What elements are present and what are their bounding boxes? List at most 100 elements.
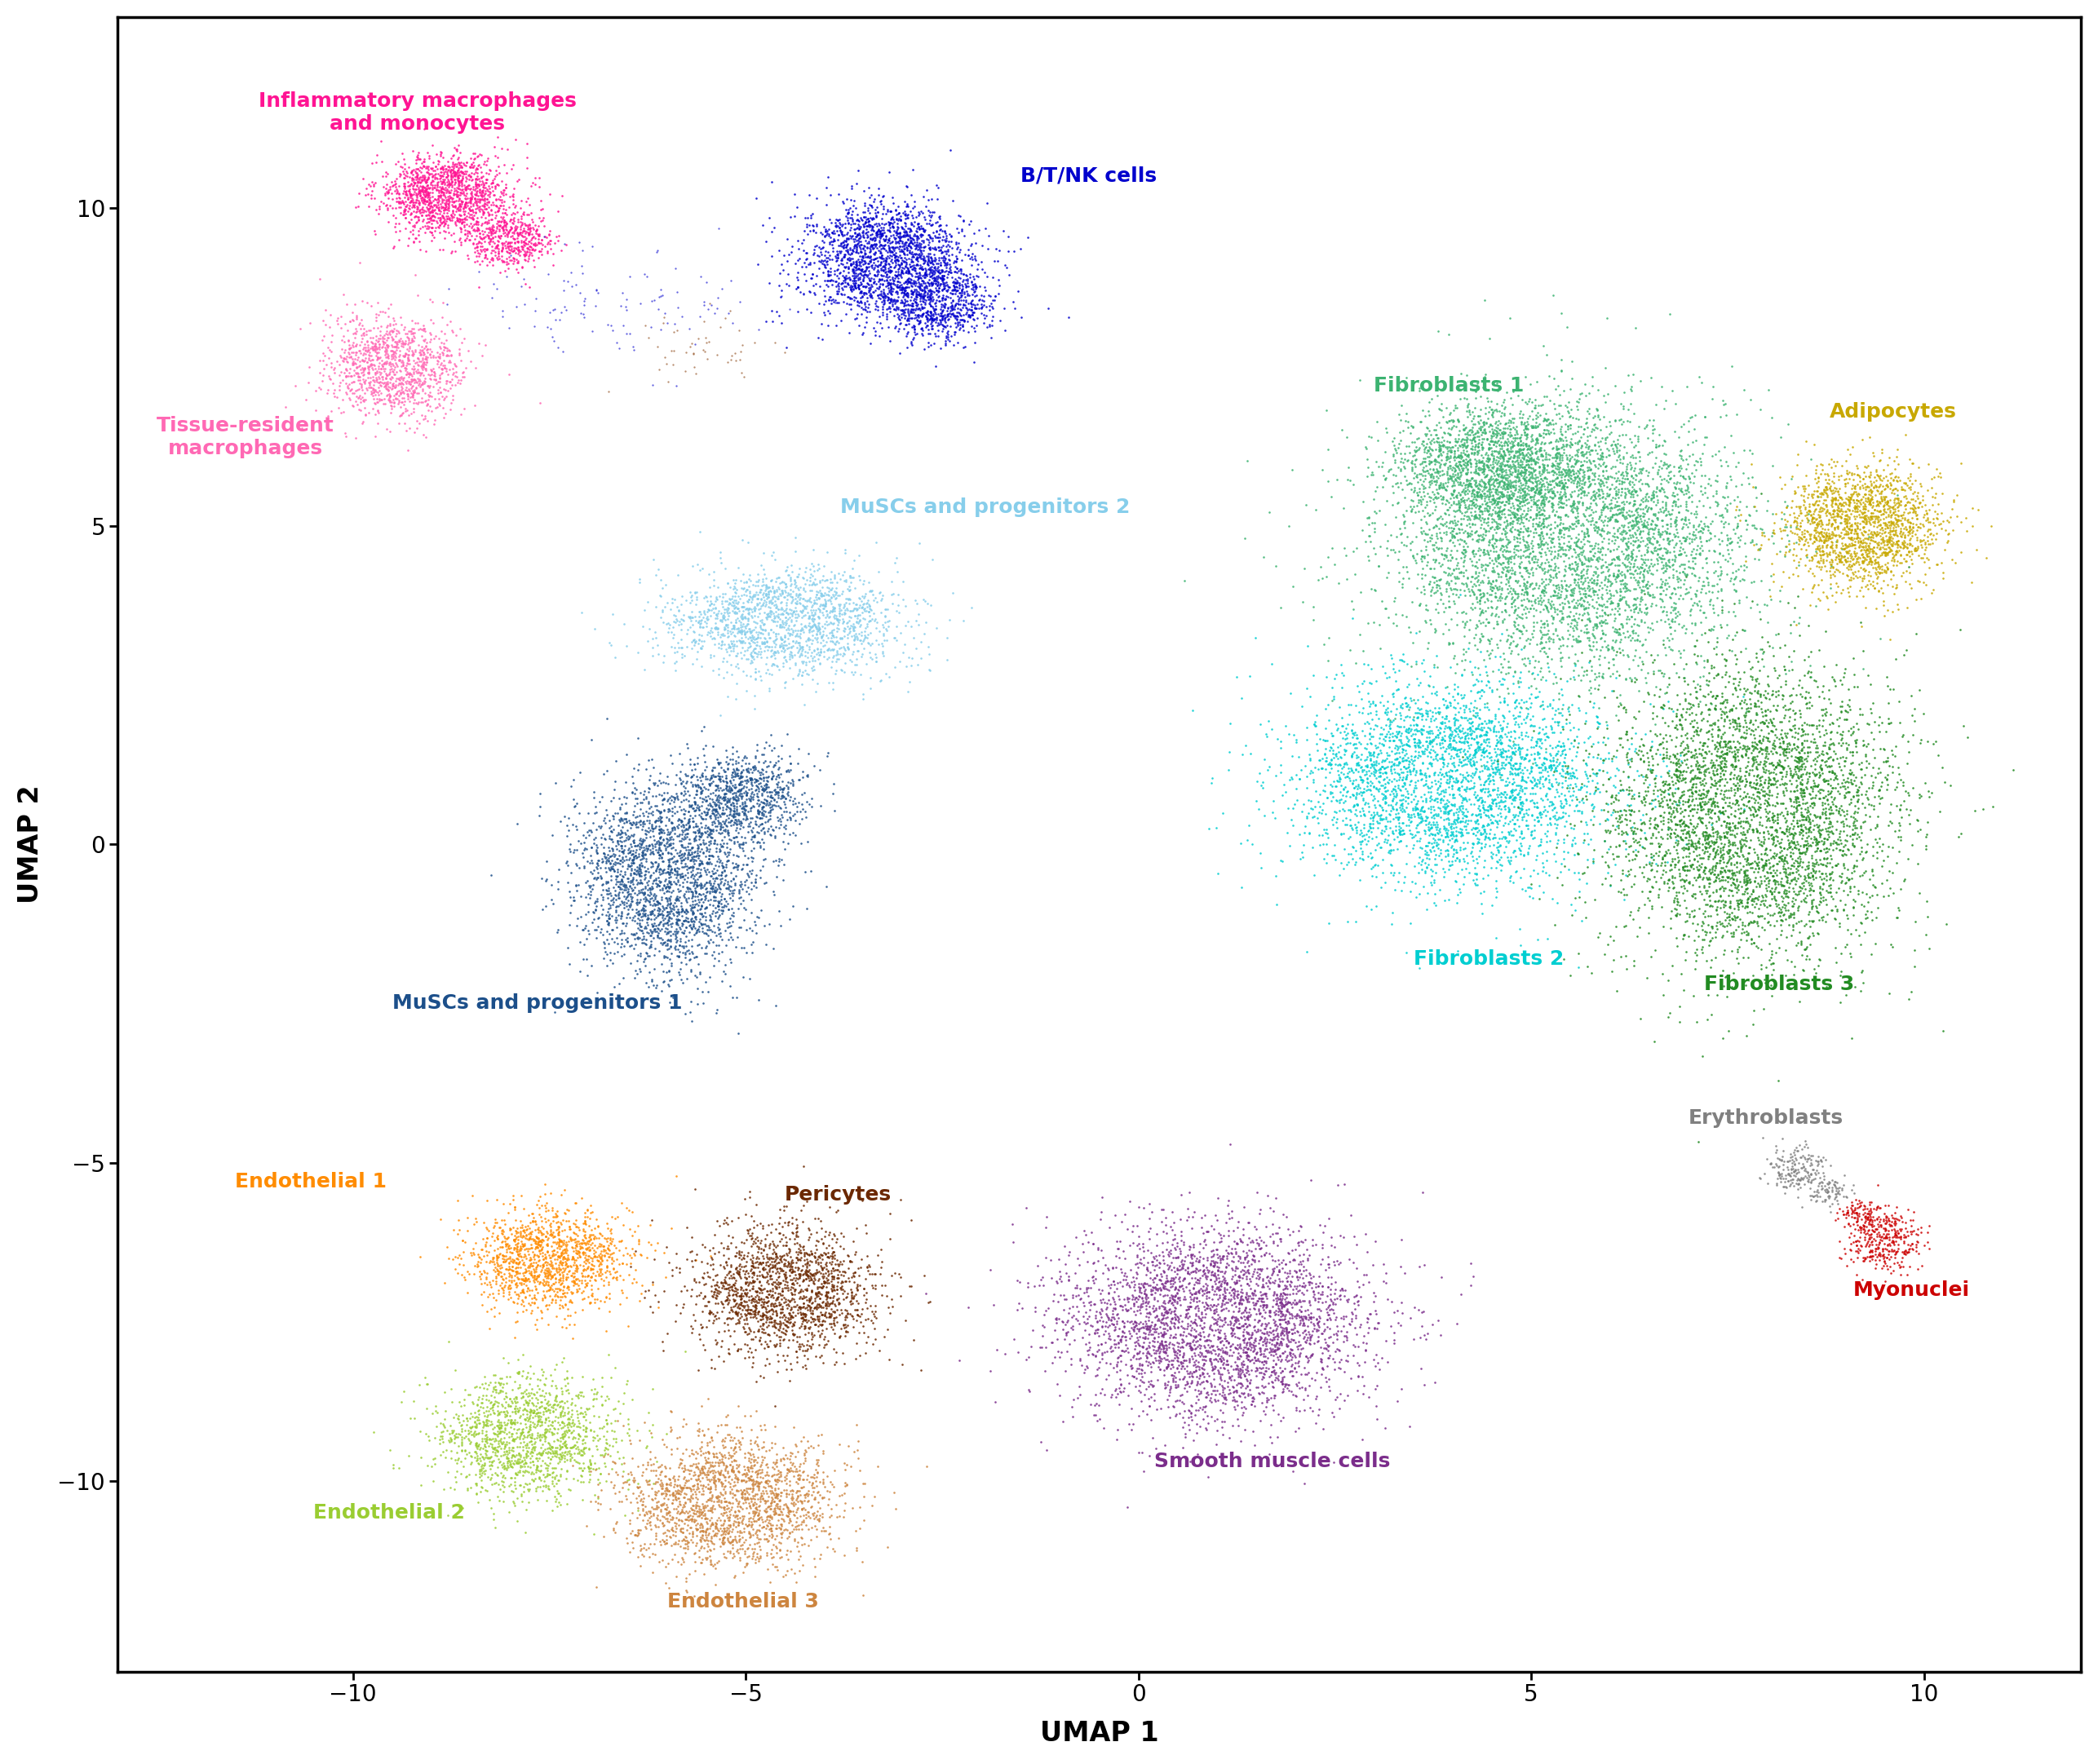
Point <box>682 917 715 946</box>
Point <box>810 1282 843 1311</box>
Point <box>1414 577 1448 605</box>
Point <box>791 1275 825 1304</box>
Point <box>1727 868 1760 896</box>
Point <box>1773 759 1806 787</box>
Point <box>724 619 757 647</box>
Point <box>1544 741 1578 769</box>
Point <box>845 594 879 623</box>
Point <box>1236 1349 1269 1378</box>
Point <box>856 240 890 268</box>
Point <box>564 1295 598 1323</box>
Point <box>1785 718 1819 746</box>
Point <box>367 372 401 400</box>
Point <box>1775 762 1808 790</box>
Point <box>1762 1145 1796 1173</box>
Point <box>726 1531 759 1559</box>
Point <box>1229 1282 1263 1311</box>
Point <box>1502 713 1536 741</box>
Point <box>1787 550 1821 579</box>
Point <box>873 293 906 321</box>
Point <box>839 619 873 647</box>
Point <box>1708 644 1741 672</box>
Point <box>1485 462 1519 490</box>
Point <box>1857 527 1890 556</box>
Point <box>1397 686 1431 714</box>
Point <box>680 840 713 868</box>
Point <box>1725 836 1758 864</box>
Point <box>1118 1328 1152 1357</box>
Point <box>1605 482 1639 510</box>
Point <box>1431 840 1464 868</box>
Point <box>1290 804 1324 833</box>
Point <box>443 1402 476 1431</box>
Point <box>1641 545 1674 573</box>
Point <box>833 185 866 213</box>
Point <box>1397 796 1431 824</box>
Point <box>1498 803 1532 831</box>
Point <box>657 848 690 877</box>
Point <box>929 284 963 312</box>
Point <box>587 1441 621 1469</box>
Point <box>323 314 357 342</box>
Point <box>1387 501 1420 529</box>
Point <box>925 238 959 266</box>
Point <box>854 577 887 605</box>
Point <box>720 1485 753 1514</box>
Point <box>1827 473 1861 501</box>
Point <box>1773 841 1806 870</box>
Point <box>577 864 611 893</box>
Point <box>1874 736 1907 764</box>
Point <box>1523 598 1557 626</box>
Point <box>1880 1238 1913 1267</box>
Point <box>1408 579 1441 607</box>
Point <box>694 1457 728 1485</box>
Point <box>1408 561 1441 589</box>
Point <box>697 1439 730 1468</box>
Point <box>1601 446 1634 475</box>
Point <box>900 295 934 323</box>
Point <box>684 776 718 804</box>
Point <box>877 220 911 249</box>
Point <box>772 905 806 933</box>
Point <box>751 573 785 602</box>
Point <box>787 1314 820 1342</box>
Point <box>600 820 634 848</box>
Point <box>1846 543 1880 572</box>
Point <box>411 335 445 363</box>
Point <box>885 273 919 302</box>
Point <box>514 1459 548 1487</box>
Point <box>1838 478 1871 506</box>
Point <box>1639 448 1672 476</box>
Point <box>795 577 829 605</box>
Point <box>728 577 762 605</box>
Point <box>1508 441 1542 469</box>
Point <box>1380 751 1414 780</box>
Point <box>501 1237 535 1265</box>
Point <box>491 1445 524 1473</box>
Point <box>1122 1344 1156 1372</box>
Point <box>1653 614 1687 642</box>
Point <box>472 187 506 215</box>
Point <box>1498 453 1532 482</box>
Point <box>1886 1238 1920 1267</box>
Point <box>911 298 944 326</box>
Point <box>892 644 925 672</box>
Point <box>1456 520 1490 549</box>
Point <box>390 369 424 397</box>
Point <box>1393 727 1427 755</box>
Point <box>743 1286 776 1314</box>
Point <box>1271 1371 1305 1399</box>
Point <box>1479 572 1513 600</box>
Point <box>694 1529 728 1558</box>
Point <box>1555 762 1588 790</box>
Point <box>1477 443 1511 471</box>
Point <box>726 767 759 796</box>
Point <box>705 621 738 649</box>
Point <box>1441 407 1475 436</box>
Point <box>342 383 376 411</box>
Point <box>1588 425 1622 453</box>
Point <box>780 265 814 293</box>
Point <box>890 258 923 286</box>
Point <box>1846 508 1880 536</box>
Point <box>451 337 485 365</box>
